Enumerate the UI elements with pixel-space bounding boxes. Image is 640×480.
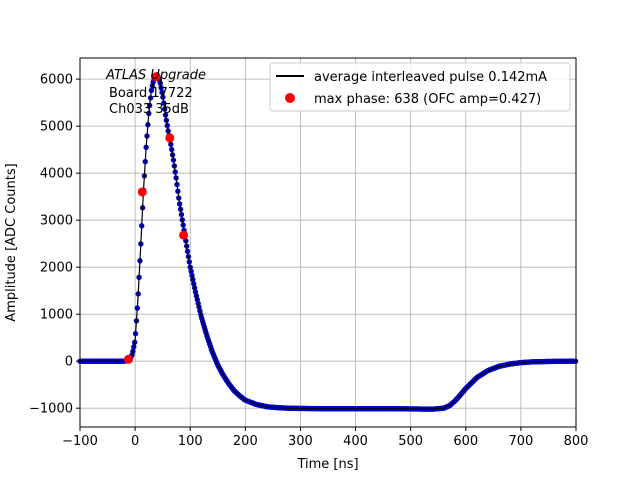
max-phase-point bbox=[137, 187, 147, 197]
y-tick-label: 5000 bbox=[40, 120, 73, 135]
max-phase-point bbox=[179, 230, 189, 240]
annotation-line-2: Board 17722 bbox=[109, 86, 193, 101]
plot-area-background bbox=[80, 58, 576, 427]
y-tick-label: 2000 bbox=[40, 261, 73, 276]
y-tick-label: 0 bbox=[65, 355, 73, 370]
annotation-line-3: Ch033 35dB bbox=[109, 102, 189, 117]
x-tick-label: 600 bbox=[453, 434, 478, 449]
y-tick-label: 6000 bbox=[40, 73, 73, 88]
x-tick-label: 100 bbox=[178, 434, 203, 449]
pulse-average-line bbox=[80, 73, 577, 410]
legend: average interleaved pulse 0.142mA max ph… bbox=[269, 62, 571, 112]
legend-label-max-phase: max phase: 638 (OFC amp=0.427) bbox=[314, 92, 541, 107]
max-phase-point bbox=[123, 354, 133, 364]
annotation-text-block: ATLAS Upgrade Board 17722 Ch033 35dB bbox=[105, 68, 206, 117]
x-tick-label: 400 bbox=[343, 434, 368, 449]
x-tick-label: −100 bbox=[62, 434, 98, 449]
max-phase-point bbox=[165, 133, 175, 143]
x-tick-label: 200 bbox=[233, 434, 258, 449]
y-tick-label: 1000 bbox=[40, 308, 73, 323]
x-tick-label: 0 bbox=[131, 434, 139, 449]
x-axis-ticks: −100 0 100 200 300 400 500 600 700 800 bbox=[62, 427, 588, 449]
x-tick-label: 800 bbox=[564, 434, 589, 449]
x-tick-label: 500 bbox=[398, 434, 423, 449]
x-tick-label: 700 bbox=[508, 434, 533, 449]
annotation-line-1: ATLAS Upgrade bbox=[105, 68, 206, 83]
legend-box bbox=[269, 62, 571, 112]
series-layer bbox=[77, 72, 579, 412]
x-axis-label: Time [ns] bbox=[296, 457, 358, 472]
y-tick-label: −1000 bbox=[29, 402, 73, 417]
y-tick-label: 4000 bbox=[40, 167, 73, 182]
y-axis-ticks: −1000 0 1000 2000 3000 4000 5000 6000 bbox=[29, 73, 80, 417]
x-tick-label: 300 bbox=[288, 434, 313, 449]
legend-dot-swatch bbox=[285, 93, 295, 103]
pulse-sample-dots bbox=[77, 72, 579, 412]
plot-area-frame bbox=[79, 57, 577, 428]
y-axis-label: Amplitude [ADC Counts] bbox=[4, 163, 19, 321]
y-tick-label: 3000 bbox=[40, 214, 73, 229]
max-phase-point bbox=[151, 72, 161, 82]
legend-label-average-pulse: average interleaved pulse 0.142mA bbox=[314, 70, 547, 85]
